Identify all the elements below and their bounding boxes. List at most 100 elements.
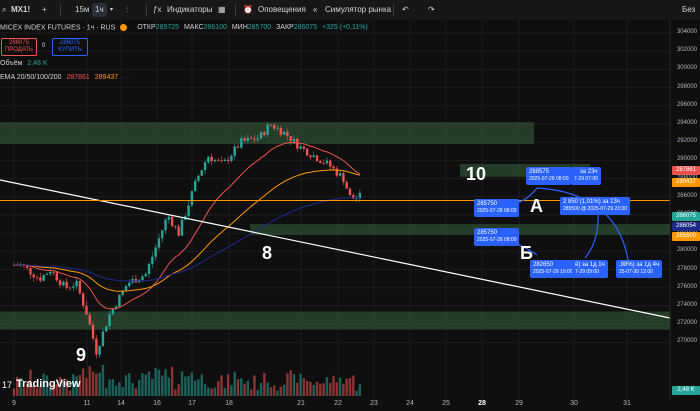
candle-body-68 xyxy=(236,146,240,148)
callout-range[interactable]: 2 850 (1,01%) за 13ч 285500 @ 2025-07-29… xyxy=(560,197,631,215)
change-value: +325 (+0,11%) xyxy=(322,24,368,32)
redo-icon[interactable]: ↷ xyxy=(428,5,435,14)
chart-type-icon[interactable]: ⫶ xyxy=(126,5,128,14)
interval-1h-button[interactable]: 1ч xyxy=(92,3,107,17)
indicators-icon[interactable]: ƒx xyxy=(153,5,162,14)
candle-body-85 xyxy=(292,138,296,142)
wave-label-a: А xyxy=(530,196,543,216)
candle-body-19 xyxy=(75,280,78,287)
volume-bar-78 xyxy=(269,387,273,396)
callout-duration-2[interactable]: ё) за 1д 1ч 7-29 09:00 xyxy=(572,260,608,278)
candle-body-67 xyxy=(233,146,236,156)
candle-body-31 xyxy=(114,306,118,309)
time-tick-label: 21 xyxy=(297,400,305,407)
candle-body-87 xyxy=(299,146,302,149)
ema-legend[interactable]: EMA 20/50/100/200 287861 289437 — xyxy=(0,74,130,81)
candle-body-62 xyxy=(217,159,220,161)
callout-duration-3[interactable]: ,98%) за 1д 4ч 25-07-30 12:00 xyxy=(616,260,663,278)
candle-body-41 xyxy=(147,263,151,274)
candle-body-11 xyxy=(49,272,52,274)
symbol-search-icon[interactable]: ⌕ xyxy=(2,5,7,14)
undo-icon[interactable]: ↶ xyxy=(402,5,409,14)
volume-bar-88 xyxy=(302,378,306,396)
volume-bar-11 xyxy=(49,387,52,396)
candle-body-39 xyxy=(141,276,144,280)
callout-mid-1-price: 285750 xyxy=(477,201,498,207)
volume-bar-17 xyxy=(68,390,72,396)
volume-bar-45 xyxy=(161,375,164,396)
candle-body-53 xyxy=(187,205,190,217)
volume-bar-43 xyxy=(154,368,157,396)
volume-bar-40 xyxy=(144,374,147,396)
volume-bar-60 xyxy=(210,388,213,396)
volume-legend[interactable]: Объём 2,48 K xyxy=(0,60,48,67)
time-tick-label: 9 xyxy=(12,400,16,407)
title-label[interactable]: MICEX INDEX FUTURES · 1ч · RUS xyxy=(0,24,116,32)
volume-bar-50 xyxy=(177,384,180,396)
callout-mid-2-price: 285750 xyxy=(477,230,498,236)
volume-bar-104 xyxy=(355,390,358,396)
volume-bar-95 xyxy=(325,377,329,396)
candle-body-4 xyxy=(25,265,29,269)
callout-high[interactable]: 288575 2025-07-29 08:00 xyxy=(526,167,572,185)
ema-line-50 xyxy=(14,169,361,292)
candle-body-105 xyxy=(358,192,362,199)
candle-body-86 xyxy=(296,138,299,149)
ema-label: EMA 20/50/100/200 xyxy=(0,74,62,81)
volume-bar-51 xyxy=(180,371,184,396)
candle-body-5 xyxy=(29,268,32,275)
time-tick-label: 11 xyxy=(83,400,91,407)
replay-button[interactable]: Симулятор рынка xyxy=(325,5,392,14)
callout-low-price: 282650 xyxy=(533,262,554,268)
market-status-dot xyxy=(120,24,128,31)
callout-duration-1[interactable]: за 23ч 7-29 07:00 xyxy=(571,167,601,185)
price-tick-label: 272000 xyxy=(676,320,697,327)
candle-body-16 xyxy=(65,281,68,288)
replay-icon[interactable]: « xyxy=(313,5,318,14)
callout-range-sub: 285500 @ 2025-07-29 23:00 xyxy=(563,206,628,212)
volume-bar-100 xyxy=(342,383,345,396)
callout-low[interactable]: 282650 2025-07-29 10:00 xyxy=(530,260,576,278)
volume-bar-24 xyxy=(91,371,95,396)
volume-bar-94 xyxy=(322,383,325,396)
candle-body-21 xyxy=(81,293,85,306)
alerts-button[interactable]: Оповещения xyxy=(258,5,306,14)
candle-body-15 xyxy=(62,281,65,286)
volume-bar-59 xyxy=(207,387,210,396)
symbol-button[interactable]: MX1! xyxy=(11,5,31,14)
candle-body-44 xyxy=(157,238,161,248)
price-tick-label: 288000 xyxy=(677,175,697,181)
templates-icon[interactable]: ▦ xyxy=(218,5,226,14)
close-value: 286075 xyxy=(293,24,318,32)
volume-bar-102 xyxy=(348,378,352,396)
add-symbol-icon[interactable]: + xyxy=(42,5,47,14)
zone-3 xyxy=(0,311,670,330)
candle-body-80 xyxy=(276,127,279,129)
interval-15m-button[interactable]: 15м xyxy=(75,5,90,14)
indicators-button[interactable]: Индикаторы xyxy=(167,5,213,14)
price-tag: 287861 xyxy=(672,166,700,175)
time-tick-label: 18 xyxy=(225,400,233,407)
callout-mid-1[interactable]: 285750 2025-07-28 08:00 xyxy=(474,199,520,217)
buy-button[interactable]: 286075 КУПИТЬ xyxy=(52,38,88,56)
volume-bar-3 xyxy=(22,387,26,396)
volume-bar-71 xyxy=(246,380,250,396)
sell-button[interactable]: 286075 ПРОДАТЬ xyxy=(1,38,37,56)
volume-bar-38 xyxy=(137,379,141,396)
candle-body-51 xyxy=(180,219,184,236)
interval-dropdown-icon[interactable]: ▾ xyxy=(110,7,114,13)
alert-clock-icon[interactable]: ⏰ xyxy=(243,5,253,14)
volume-bar-83 xyxy=(286,373,289,396)
candle-body-6 xyxy=(32,274,35,278)
volume-bar-53 xyxy=(187,375,190,396)
volume-bar-26 xyxy=(98,372,101,396)
candle-body-94 xyxy=(322,162,325,164)
candle-body-84 xyxy=(289,136,292,142)
candle-body-75 xyxy=(259,132,263,139)
low-label: МИН xyxy=(231,24,248,32)
callout-mid-2[interactable]: 285750 2025-07-28 08:00 xyxy=(474,228,520,246)
candle-body-57 xyxy=(200,170,203,176)
time-tick-label: 25 xyxy=(442,400,450,407)
volume-bar-93 xyxy=(319,383,322,396)
